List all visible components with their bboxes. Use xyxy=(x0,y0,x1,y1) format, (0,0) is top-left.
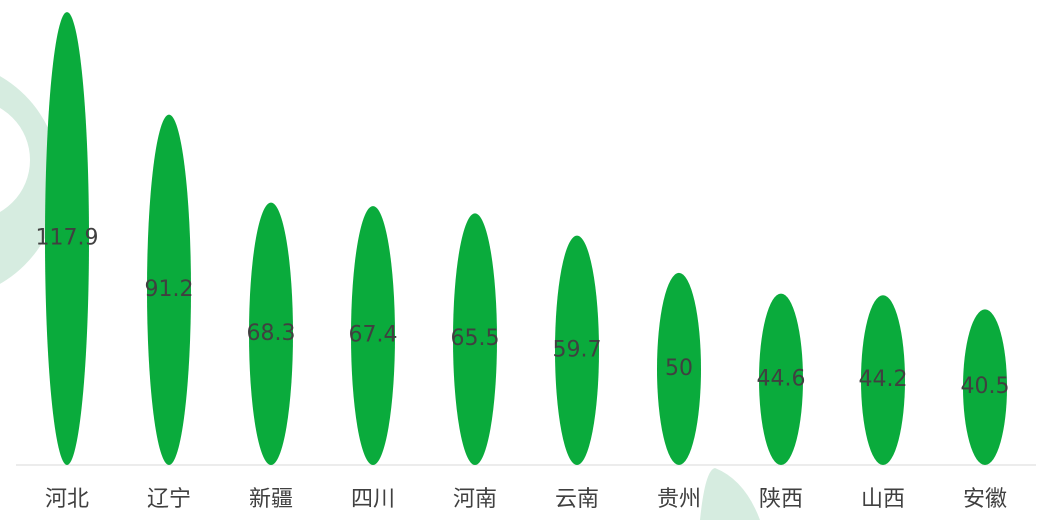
value-label: 67.4 xyxy=(349,323,398,348)
x-tick-label: 贵州 xyxy=(657,487,701,512)
value-label: 44.2 xyxy=(859,367,908,392)
bar xyxy=(147,114,191,465)
value-label: 91.2 xyxy=(145,277,194,302)
x-tick-label: 陕西 xyxy=(759,487,803,512)
value-label: 59.7 xyxy=(553,337,602,362)
bar xyxy=(453,213,497,465)
x-tick-label: 山西 xyxy=(861,487,905,512)
bar xyxy=(351,206,395,465)
value-label: 65.5 xyxy=(451,326,500,351)
value-label: 117.9 xyxy=(36,226,99,251)
value-label: 68.3 xyxy=(247,321,296,346)
bar xyxy=(861,295,905,465)
x-tick-label: 新疆 xyxy=(249,487,293,512)
x-tick-label: 四川 xyxy=(351,487,395,512)
bar xyxy=(45,12,89,465)
bar xyxy=(657,272,701,465)
x-tick-label: 安徽 xyxy=(963,487,1007,512)
value-label: 44.6 xyxy=(757,366,806,391)
value-label: 50 xyxy=(665,356,693,381)
x-tick-label: 河南 xyxy=(453,487,497,512)
bar xyxy=(759,293,803,465)
x-tick-label: 河北 xyxy=(45,487,89,512)
x-tick-label: 云南 xyxy=(555,487,599,512)
value-label: 40.5 xyxy=(961,374,1010,399)
x-tick-label: 辽宁 xyxy=(147,487,191,512)
background-decoration xyxy=(0,76,760,520)
bar xyxy=(249,202,293,465)
bar xyxy=(963,309,1007,465)
bar xyxy=(555,235,599,465)
